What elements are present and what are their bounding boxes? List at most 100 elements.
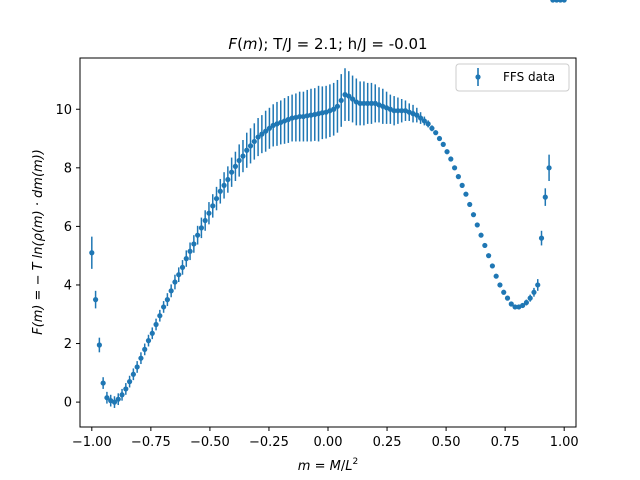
legend: FFS data (455, 63, 570, 92)
data-point (504, 295, 511, 301)
xlabel-slash: / (341, 459, 346, 474)
data-point (100, 380, 106, 386)
data-point (395, 108, 401, 114)
x-tick-label: 0.00 (314, 435, 343, 450)
data-point (368, 100, 375, 106)
data-point (436, 135, 443, 142)
data-point (448, 156, 454, 162)
data-point (561, 0, 567, 3)
y-tick-label: 4 (64, 278, 72, 293)
data-point (478, 232, 484, 238)
xlabel-num: M (330, 459, 341, 474)
data-point (232, 163, 239, 169)
x-tick-label: 0.25 (373, 435, 402, 450)
data-point (210, 203, 216, 209)
title-close-paren: ) (258, 35, 264, 53)
data-point (202, 217, 208, 224)
data-point (546, 165, 552, 171)
title-rest: ; T/J = 2.1; h/J = -0.01 (263, 35, 427, 53)
data-point (244, 147, 250, 153)
data-point (168, 288, 174, 294)
data-point (149, 330, 155, 336)
data-point (176, 272, 182, 278)
data-point (259, 131, 265, 137)
legend-label: FFS data (503, 70, 555, 84)
data-point (266, 125, 273, 131)
data-point (489, 263, 495, 269)
x-tick-label: 0.75 (491, 435, 520, 450)
y-tick-label: 8 (64, 161, 72, 176)
data-point (474, 222, 480, 228)
data-point (486, 253, 492, 259)
data-point (346, 93, 352, 99)
data-point (123, 386, 129, 392)
data-point (183, 256, 189, 262)
data-point (119, 392, 125, 398)
title-func: F (228, 35, 237, 53)
data-point (130, 371, 136, 377)
data-point (440, 141, 446, 147)
x-tick-label: 0.50 (432, 435, 461, 450)
data-point (92, 297, 99, 303)
data-point (467, 201, 473, 208)
data-point (104, 395, 110, 401)
data-point (213, 195, 220, 202)
x-tick-label: 1.00 (550, 435, 579, 450)
data-point (463, 191, 469, 197)
points-group (89, 0, 567, 405)
data-point (297, 113, 303, 120)
data-point (240, 153, 246, 159)
data-point (127, 379, 133, 385)
x-tick-label: −1.00 (72, 435, 112, 450)
data-point (433, 130, 439, 136)
data-point (538, 235, 545, 241)
data-point (399, 108, 405, 114)
data-point (134, 364, 140, 370)
data-point (157, 313, 163, 319)
x-tick-label: −0.50 (190, 435, 230, 450)
x-ticks-group: −1.00 −0.75 −0.50 −0.25 0.00 0.25 0.50 0.75 1.00 (72, 427, 579, 450)
y-tick-label: 10 (55, 103, 72, 118)
data-point (421, 118, 427, 124)
data-point (89, 250, 95, 256)
data-point (191, 241, 197, 247)
data-point (172, 279, 178, 285)
data-point (179, 264, 186, 270)
data-point (338, 97, 344, 104)
data-point (425, 121, 431, 127)
data-point (512, 304, 518, 310)
data-point (470, 212, 477, 218)
title-open-paren: ( (237, 35, 243, 53)
y-tick-label: 2 (64, 337, 72, 352)
data-point (115, 396, 121, 402)
data-point (501, 289, 507, 295)
data-point (142, 346, 148, 352)
data-point (429, 125, 435, 131)
data-point (527, 295, 533, 301)
data-point (520, 302, 526, 309)
title-var: m (243, 35, 258, 53)
data-point (459, 182, 465, 188)
data-point (229, 169, 235, 175)
data-point (455, 174, 461, 180)
data-point (263, 128, 269, 134)
y-tick-label: 6 (64, 220, 72, 235)
data-point (349, 96, 356, 102)
data-point (361, 100, 367, 106)
data-point (255, 134, 261, 140)
data-point (96, 342, 102, 348)
data-point (542, 194, 548, 200)
data-point (145, 338, 152, 344)
data-point (161, 304, 167, 310)
data-point (531, 289, 537, 295)
y-tick-label: 0 (64, 396, 72, 411)
data-point (331, 106, 337, 112)
legend-marker (475, 74, 481, 80)
data-point (357, 100, 363, 106)
data-point (497, 282, 503, 288)
axes-frame (79, 57, 577, 428)
xlabel-den: L (345, 459, 352, 474)
x-axis-label: m = M/L2 (298, 457, 358, 474)
data-point (391, 108, 397, 114)
